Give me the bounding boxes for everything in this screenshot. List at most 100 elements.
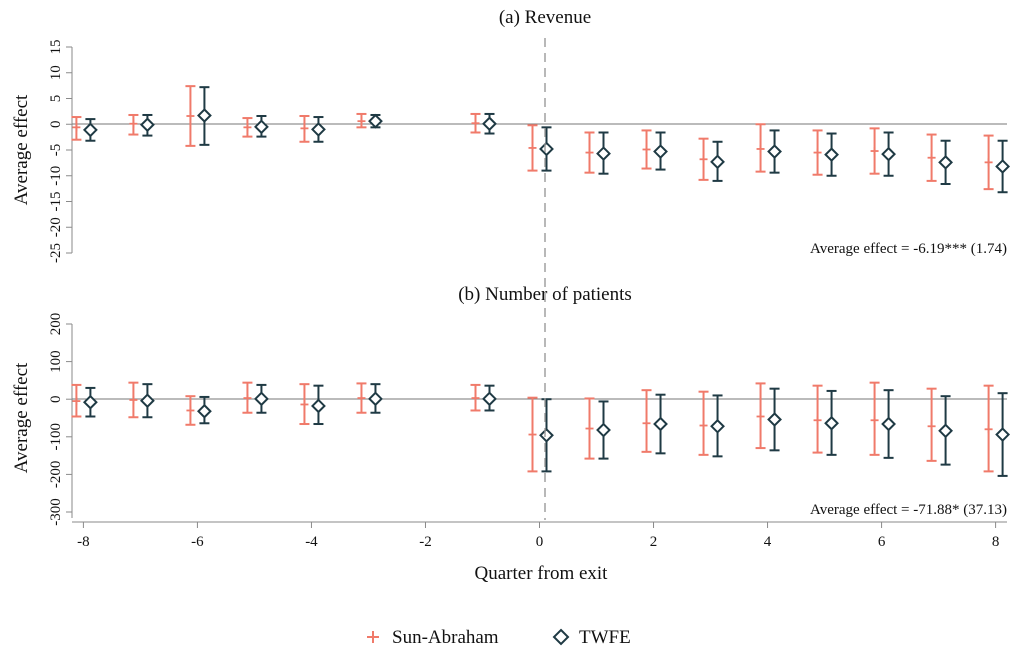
diamond-marker — [254, 391, 269, 407]
diamond-marker — [710, 154, 725, 170]
y-tick-label: -20 — [48, 217, 64, 237]
sun-abraham-estimate — [470, 112, 481, 134]
diamond-marker — [539, 427, 554, 443]
plus-marker — [813, 148, 822, 157]
sun-abraham-estimate — [698, 137, 709, 181]
plus-marker — [984, 425, 993, 434]
x-tick-label: -2 — [419, 534, 432, 550]
plus-marker — [756, 412, 765, 421]
sun-abraham-estimate — [983, 384, 994, 473]
sun-abraham-estimate — [242, 381, 253, 414]
legend-item-sun-abraham: Sun-Abraham — [367, 627, 499, 648]
twfe-estimate — [82, 118, 98, 142]
x-tick-label: 4 — [764, 534, 772, 550]
diamond-marker — [767, 412, 782, 427]
y-tick-label: -15 — [48, 192, 64, 212]
twfe-estimate — [311, 116, 326, 143]
twfe-estimate — [368, 383, 383, 414]
y-ticks: 200 100 0 -100 -200 -300 — [48, 313, 72, 526]
plus-marker — [699, 421, 708, 430]
x-tick-label: 2 — [650, 534, 658, 550]
sun-abraham-estimate — [983, 134, 994, 191]
plus-marker — [756, 144, 765, 153]
y-tick-label: -300 — [48, 498, 64, 526]
twfe-estimate — [254, 383, 269, 414]
plus-marker — [699, 155, 708, 164]
y-axis-label: Average effect — [11, 362, 32, 473]
sun-abraham-estimate — [926, 387, 937, 462]
twfe-estimate — [539, 398, 554, 473]
sun-abraham-estimate — [527, 396, 538, 473]
plus-marker — [870, 147, 879, 156]
average-effect-annotation: Average effect = -71.88* (37.13) — [810, 502, 1007, 518]
x-axis: -8 -6 -4 -2 0 2 4 6 8 Quarter from exit — [72, 521, 1007, 584]
plus-marker — [357, 394, 366, 403]
plus-marker — [186, 112, 195, 121]
y-tick-label: 0 — [48, 121, 64, 129]
twfe-estimate — [824, 389, 839, 456]
plus-marker — [813, 416, 822, 425]
sun-abraham-estimate — [641, 129, 652, 170]
diamond-marker — [938, 154, 953, 170]
plus-marker — [300, 124, 309, 133]
plus-marker — [243, 123, 252, 132]
x-tick-label: 0 — [536, 534, 544, 550]
diamond-marker — [881, 146, 896, 162]
diamond-marker — [197, 108, 212, 123]
y-tick-label: -10 — [48, 166, 64, 186]
diamond-marker — [140, 117, 155, 133]
sun-abraham-estimate — [584, 131, 595, 174]
diamond-marker — [881, 416, 896, 432]
twfe-estimate — [710, 394, 725, 458]
sun-abraham-estimate — [128, 381, 139, 419]
twfe-estimate — [824, 132, 839, 177]
plus-marker — [129, 395, 138, 404]
plus-marker — [984, 158, 993, 167]
x-ticks: -8 -6 -4 -2 0 2 4 6 8 — [77, 522, 999, 550]
x-tick-label: 6 — [878, 534, 886, 550]
sun-abraham-estimate — [755, 382, 766, 450]
sun-abraham-estimate — [128, 113, 139, 136]
diamond-marker — [938, 423, 953, 439]
sun-abraham-estimate — [641, 389, 652, 453]
plus-marker — [72, 397, 81, 406]
sun-abraham-estimate — [926, 133, 937, 182]
panel-revenue: (a) Revenue Average effect 15 10 5 0 -5 -10 -1… — [11, 7, 1011, 263]
y-tick-label: -25 — [48, 243, 64, 263]
diamond-marker — [368, 113, 383, 129]
diamond-marker — [767, 144, 782, 159]
twfe-estimate — [767, 387, 782, 452]
sun-abraham-estimate — [185, 85, 196, 147]
diamond-marker — [311, 121, 326, 137]
twfe-estimate — [596, 131, 611, 175]
twfe-estimate — [995, 139, 1011, 194]
twfe-estimate — [539, 126, 554, 172]
y-tick-label: 15 — [48, 40, 64, 55]
sun-abraham-estimate — [356, 382, 367, 414]
twfe-estimate — [197, 86, 212, 146]
plus-icon — [367, 631, 379, 643]
diamond-marker — [824, 415, 839, 431]
plus-marker — [585, 424, 594, 433]
twfe-estimate — [596, 400, 611, 460]
twfe-estimate — [311, 384, 326, 426]
y-ticks: 15 10 5 0 -5 -10 -15 -20 -25 — [48, 40, 72, 263]
diamond-marker — [539, 141, 554, 157]
y-tick-label: 200 — [48, 313, 64, 336]
plus-marker — [186, 406, 195, 415]
sun-abraham-estimate — [71, 116, 82, 141]
sun-abraham-estimate — [755, 123, 766, 173]
sun-abraham-estimate — [185, 395, 196, 426]
sun-abraham-estimate — [869, 127, 880, 175]
twfe-estimate — [82, 386, 98, 418]
diamond-marker — [482, 391, 497, 407]
twfe-estimate — [482, 384, 497, 412]
twfe-estimate — [254, 115, 269, 138]
y-tick-label: 10 — [48, 65, 64, 80]
diamond-marker — [82, 122, 98, 138]
diamond-marker — [140, 393, 155, 409]
sun-abraham-estimate — [356, 112, 367, 129]
plus-marker — [642, 419, 651, 428]
diamond-marker — [254, 119, 269, 135]
y-tick-label: 100 — [48, 350, 64, 373]
